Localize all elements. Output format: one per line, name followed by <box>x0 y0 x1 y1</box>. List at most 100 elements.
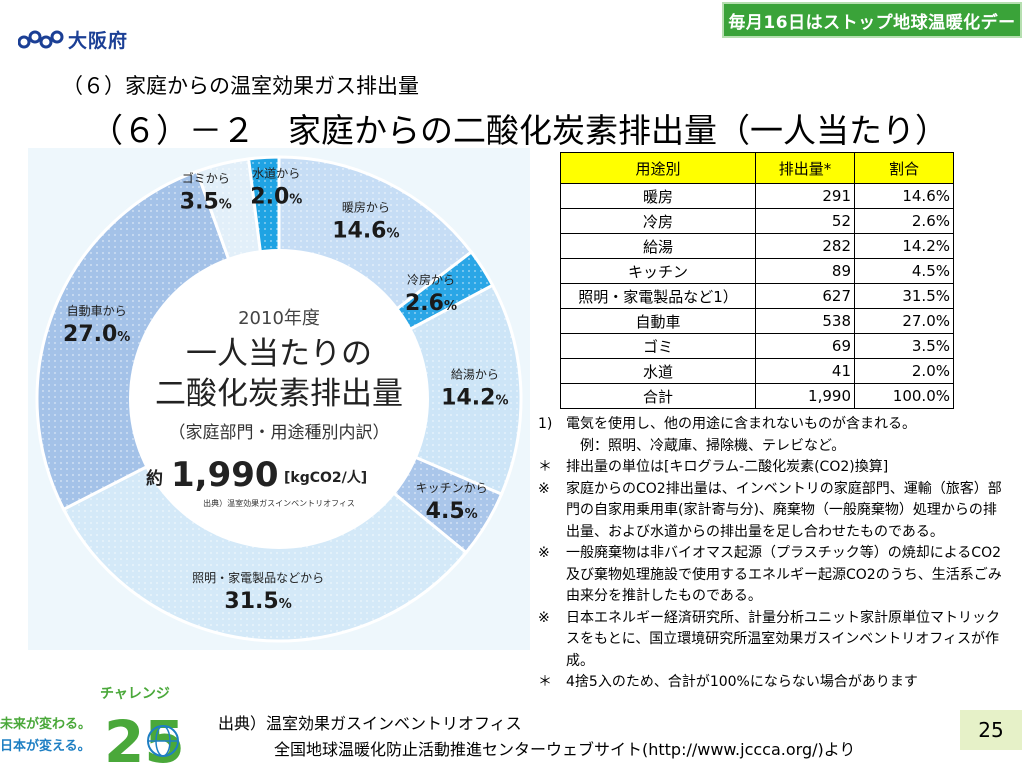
table-cell-use: 冷房 <box>560 208 756 234</box>
chart-center-year: 2010年度 <box>238 308 320 329</box>
slice-value-label: 14.2% <box>441 386 508 411</box>
challenge-line1: 未来が変わる。 <box>0 716 91 732</box>
footnote-mark: ※ <box>538 545 550 561</box>
chart-center-total-prefix: 約 <box>146 468 163 489</box>
slice-name-label: 給湯から <box>451 368 499 382</box>
table-cell-use: 給湯 <box>560 233 756 259</box>
table-cell-amount: 282 <box>755 233 855 259</box>
table-row: キッチン 89 4.5% <box>560 258 954 284</box>
chart-center-title-2: 二酸化炭素排出量 <box>155 376 403 412</box>
table-cell-amount: 41 <box>755 358 855 384</box>
footnote-text: 家庭からのCO2排出量は、インベントリの家庭部門、運輸（旅客）部門の自家用乗用車… <box>566 480 1002 540</box>
slice-name-label: 照明・家電製品などから <box>192 570 324 585</box>
table-cell-ratio: 100.0% <box>854 383 954 409</box>
table-cell-amount: 291 <box>755 183 855 209</box>
footnote-item: ＊ 排出量の単位は[キログラム-二酸化炭素(CO2)換算] <box>538 457 1008 479</box>
slice-value-label: 2.6% <box>405 291 457 316</box>
footnote-item: ※ 家庭からのCO2排出量は、インベントリの家庭部門、運輸（旅客）部門の自家用乗用… <box>538 479 1008 544</box>
chart-center-source: 出典）温室効果ガスインベントリオフィス <box>203 498 355 508</box>
slice-name-label: 冷房から <box>407 272 455 287</box>
footnote-mark: ※ <box>538 609 550 626</box>
page-number: 25 <box>960 710 1022 750</box>
table-cell-use: 自動車 <box>560 308 756 334</box>
table-cell-ratio: 4.5% <box>854 258 954 284</box>
chart-center-total: 1,990 <box>171 455 279 495</box>
challenge-line2: 日本が変える。 <box>0 738 91 754</box>
osaka-logo: 大阪府 <box>18 22 158 56</box>
footnote-text: 電気を使用し、他の用途に含まれないものが含まれる。 <box>566 416 916 432</box>
page-title: （６）－２ 家庭からの二酸化炭素排出量（一人当たり） <box>90 111 948 150</box>
footnote-text: 排出量の単位は[キログラム-二酸化炭素(CO2)換算] <box>566 459 889 475</box>
table-header-amount: 排出量* <box>755 152 855 184</box>
donut-hole <box>129 249 429 549</box>
slice-name-label: 暖房から <box>342 199 390 214</box>
table-header-use: 用途別 <box>560 152 756 184</box>
table-cell-use: キッチン <box>560 258 756 284</box>
table-cell-ratio: 2.0% <box>854 358 954 384</box>
footnote-text: 例：照明、冷蔵庫、掃除機、テレビなど。 <box>566 437 846 454</box>
chart-center-title-1: 一人当たりの <box>186 336 372 372</box>
footnote-item: ＊ 4捨5入のため、合計が100%にならない場合があります <box>538 672 1008 694</box>
challenge-heading: チャレンジ <box>100 686 170 702</box>
table-cell-amount: 1,990 <box>755 383 855 409</box>
logo-text: 大阪府 <box>68 29 129 52</box>
table-row: ゴミ 69 3.5% <box>560 333 954 359</box>
table-row: 合計 1,990 100.0% <box>560 383 954 409</box>
table-cell-use: 合計 <box>560 383 756 409</box>
osaka-emblem-icon <box>18 30 64 49</box>
footnote-item: ※ 一般廃棄物は非バイオマス起源（プラスチック等）の焼却によるCO2及び棄物処理施… <box>538 543 1008 608</box>
footnote-mark: ＊ <box>538 459 552 475</box>
table-cell-amount: 89 <box>755 258 855 284</box>
chart-center-total-unit: [kgCO2/人] <box>284 469 367 486</box>
table-cell-amount: 69 <box>755 333 855 359</box>
table-cell-ratio: 14.2% <box>854 233 954 259</box>
table-header-ratio: 割合 <box>854 152 954 184</box>
emission-table: 用途別 排出量* 割合 暖房 291 14.6% 冷房 52 2.6% 給湯 282 14.2%… <box>560 152 954 409</box>
slice-name-label: 水道から <box>252 166 300 180</box>
footnote-item: ※ 日本エネルギー経済研究所、計量分析ユニット家計原単位マトリックスをもとに、国立… <box>538 608 1008 673</box>
table-cell-amount: 538 <box>755 308 855 334</box>
slice-value-label: 4.5% <box>426 499 478 524</box>
table-cell-amount: 52 <box>755 208 855 234</box>
table-cell-use: 照明・家電製品など1） <box>560 283 756 309</box>
table-cell-amount: 627 <box>755 283 855 309</box>
table-cell-ratio: 2.6% <box>854 208 954 234</box>
slice-value-label: 2.0% <box>250 184 302 209</box>
source-line-1: 出典）温室効果ガスインベントリオフィス <box>218 714 522 733</box>
slice-name-label: 自動車から <box>67 304 127 318</box>
table-cell-use: 暖房 <box>560 183 756 209</box>
slice-value-label: 27.0% <box>63 322 130 347</box>
table-row: 給湯 282 14.2% <box>560 233 954 259</box>
table-cell-ratio: 14.6% <box>854 183 954 209</box>
footnote-item: 1) 電気を使用し、他の用途に含まれないものが含まれる。 <box>538 414 1008 436</box>
chart-center-subtitle: （家庭部門・用途種別内訳） <box>169 423 390 443</box>
table-cell-use: ゴミ <box>560 333 756 359</box>
table-row: 冷房 52 2.6% <box>560 208 954 234</box>
globe-icon <box>147 725 179 757</box>
table-cell-ratio: 31.5% <box>854 283 954 309</box>
table-cell-ratio: 3.5% <box>854 333 954 359</box>
footnote-item: 例：照明、冷蔵庫、掃除機、テレビなど。 <box>538 436 1008 458</box>
challenge-number: 25 <box>104 708 185 768</box>
table-cell-use: 水道 <box>560 358 756 384</box>
footnote-text: 日本エネルギー経済研究所、計量分析ユニット家計原単位マトリックスをもとに、国立環… <box>566 609 1000 669</box>
footnote-mark: 1) <box>538 416 553 432</box>
table-row: 自動車 538 27.0% <box>560 308 954 334</box>
slice-value-label: 14.6% <box>332 218 399 243</box>
table-row: 水道 41 2.0% <box>560 358 954 384</box>
footnote-mark <box>538 436 566 458</box>
table-row: 照明・家電製品など1） 627 31.5% <box>560 283 954 309</box>
slice-value-label: 31.5% <box>224 589 291 614</box>
table-row: 暖房 291 14.6% <box>560 183 954 209</box>
challenge-25-logo: チャレンジ 未来が変わる。 日本が変える。 25 <box>0 686 185 768</box>
footnote-text: 4捨5入のため、合計が100%にならない場合があります <box>566 674 918 690</box>
slice-value-label: 3.5% <box>180 190 232 215</box>
table-cell-ratio: 27.0% <box>854 308 954 334</box>
stop-warming-banner: 毎月16日はストップ地球温暖化デー <box>722 2 1022 38</box>
footnote-mark: ＊ <box>538 674 552 690</box>
table-header-row: 用途別 排出量* 割合 <box>560 152 954 184</box>
slice-name-label: キッチンから <box>416 481 488 495</box>
footnotes: 1) 電気を使用し、他の用途に含まれないものが含まれる。 例：照明、冷蔵庫、掃除機… <box>538 414 1008 694</box>
donut-chart: 暖房から 14.6% 冷房から 2.6% 給湯から 14.2% キッチンから 4.5% 照明・家… <box>35 155 523 643</box>
footnote-text: 一般廃棄物は非バイオマス起源（プラスチック等）の焼却によるCO2及び棄物処理施設… <box>566 545 1002 604</box>
